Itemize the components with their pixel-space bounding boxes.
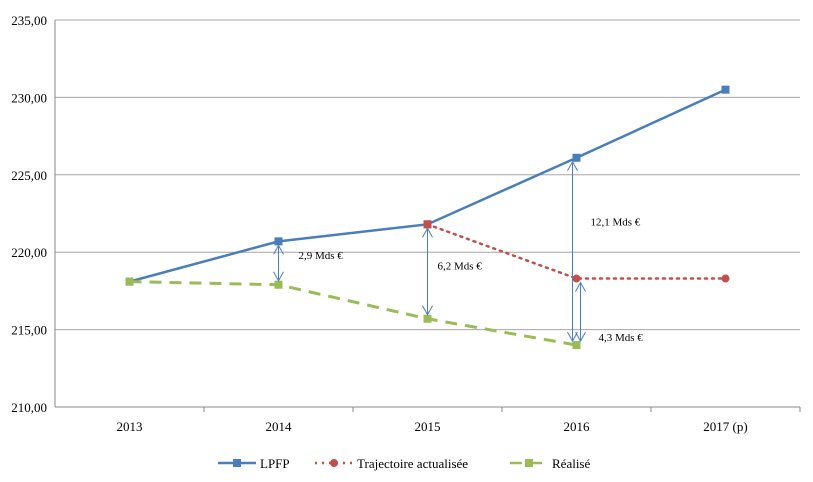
series-line-2 <box>129 280 577 347</box>
x-tick-label: 2014 <box>266 419 293 434</box>
arrow-head <box>422 305 433 316</box>
data-point <box>572 153 581 162</box>
data-point <box>274 280 283 289</box>
arrow-head <box>422 227 433 238</box>
annotation-label: 4,3 Mds € <box>599 332 644 344</box>
annotation-label: 6,2 Mds € <box>438 261 483 273</box>
legend-marker <box>330 459 338 467</box>
data-point <box>125 277 134 286</box>
legend-marker <box>525 459 533 467</box>
y-tick-label: 230,00 <box>11 90 47 105</box>
x-tick-label: 2016 <box>564 419 591 434</box>
data-point <box>572 274 581 283</box>
series-line-1 <box>426 223 727 280</box>
data-point <box>721 85 730 94</box>
data-point <box>572 341 581 350</box>
data-point <box>423 314 432 323</box>
y-tick-label: 235,00 <box>11 13 47 28</box>
y-tick-label: 225,00 <box>11 168 47 183</box>
legend-marker <box>233 459 241 467</box>
x-tick-label: 2013 <box>117 419 143 434</box>
arrow-head <box>567 331 578 343</box>
y-tick-label: 215,00 <box>11 323 47 338</box>
arrow-head <box>567 160 578 172</box>
annotation-label: 12,1 Mds € <box>591 216 641 228</box>
arrow-head <box>273 271 284 282</box>
x-tick-label: 2017 (p) <box>703 419 747 434</box>
legend-label: LPFP <box>260 456 290 471</box>
data-point <box>721 274 730 283</box>
legend-label: Trajectoire actualisée <box>357 456 468 471</box>
arrow-head <box>273 244 284 255</box>
arrow-head <box>575 331 586 343</box>
data-point <box>423 220 432 229</box>
arrow-head <box>575 281 586 292</box>
data-point <box>274 237 283 246</box>
x-tick-label: 2015 <box>415 419 441 434</box>
y-tick-label: 210,00 <box>11 400 47 415</box>
legend-label: Réalisé <box>552 456 590 471</box>
y-tick-label: 220,00 <box>11 245 47 260</box>
annotation-label: 2,9 Mds € <box>299 250 344 262</box>
